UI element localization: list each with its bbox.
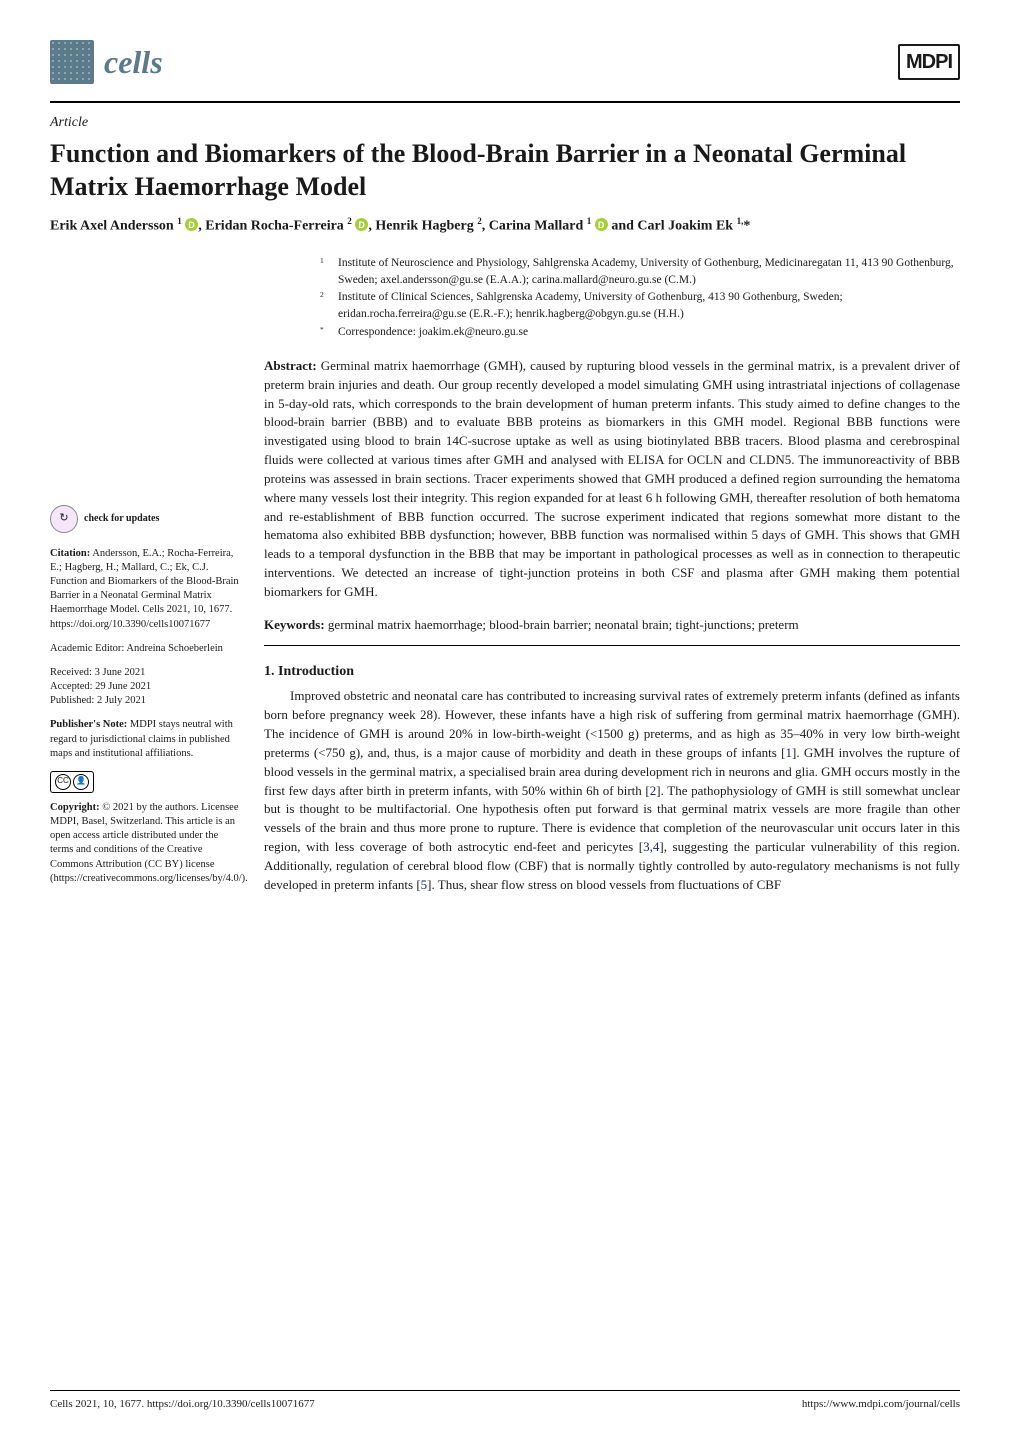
publishers-note: Publisher's Note: MDPI stays neutral wit… [50, 718, 240, 761]
ref-link[interactable]: 4 [653, 839, 660, 854]
orcid-icon [595, 218, 608, 231]
page-header: cells MDPI [50, 40, 960, 85]
ref-link[interactable]: 2 [650, 783, 657, 798]
cells-logo-icon [50, 40, 94, 84]
sidebar: ↻ check for updates Citation: Andersson,… [50, 255, 240, 1376]
page-footer: Cells 2021, 10, 1677. https://doi.org/10… [50, 1390, 960, 1412]
accepted-date: Accepted: 29 June 2021 [50, 681, 151, 692]
published-date: Published: 2 July 2021 [50, 695, 146, 706]
cc-icon: CC [55, 774, 71, 790]
cc-license-icon: CC 👤 [50, 771, 94, 793]
check-updates-icon: ↻ [50, 505, 78, 533]
body-paragraph: Improved obstetric and neonatal care has… [264, 687, 960, 894]
citation: Citation: Andersson, E.A.; Rocha-Ferreir… [50, 547, 240, 632]
journal-name: cells [104, 40, 163, 85]
footer-left: Cells 2021, 10, 1677. https://doi.org/10… [50, 1397, 315, 1412]
by-icon: 👤 [73, 774, 89, 790]
received-date: Received: 3 June 2021 [50, 667, 145, 678]
abstract-rule [264, 645, 960, 646]
affiliations: 1Institute of Neuroscience and Physiolog… [264, 255, 960, 341]
orcid-icon [185, 218, 198, 231]
copyright: Copyright: © 2021 by the authors. Licens… [50, 801, 240, 886]
author-list: Erik Axel Andersson 1 , Eridan Rocha-Fer… [50, 215, 960, 236]
publisher-logo: MDPI [898, 44, 960, 80]
article-title: Function and Biomarkers of the Blood-Bra… [50, 138, 960, 203]
check-updates[interactable]: ↻ check for updates [50, 505, 240, 533]
keywords: Keywords: germinal matrix haemorrhage; b… [264, 616, 960, 635]
ref-link[interactable]: 5 [421, 877, 428, 892]
ref-link[interactable]: 1 [786, 745, 793, 760]
editor: Academic Editor: Andreina Schoeberlein [50, 642, 240, 656]
main-content: 1Institute of Neuroscience and Physiolog… [264, 255, 960, 1376]
article-type: Article [50, 113, 960, 133]
abstract-text: Germinal matrix haemorrhage (GMH), cause… [264, 358, 960, 599]
header-rule [50, 101, 960, 103]
keywords-text: germinal matrix haemorrhage; blood-brain… [328, 617, 799, 632]
journal-logo-group: cells [50, 40, 163, 85]
orcid-icon [355, 218, 368, 231]
abstract: Abstract: Germinal matrix haemorrhage (G… [264, 357, 960, 602]
dates: Received: 3 June 2021 Accepted: 29 June … [50, 666, 240, 709]
ref-link[interactable]: 3 [643, 839, 650, 854]
footer-right[interactable]: https://www.mdpi.com/journal/cells [802, 1397, 960, 1412]
check-updates-label: check for updates [84, 513, 159, 524]
section-heading: 1. Introduction [264, 662, 960, 682]
